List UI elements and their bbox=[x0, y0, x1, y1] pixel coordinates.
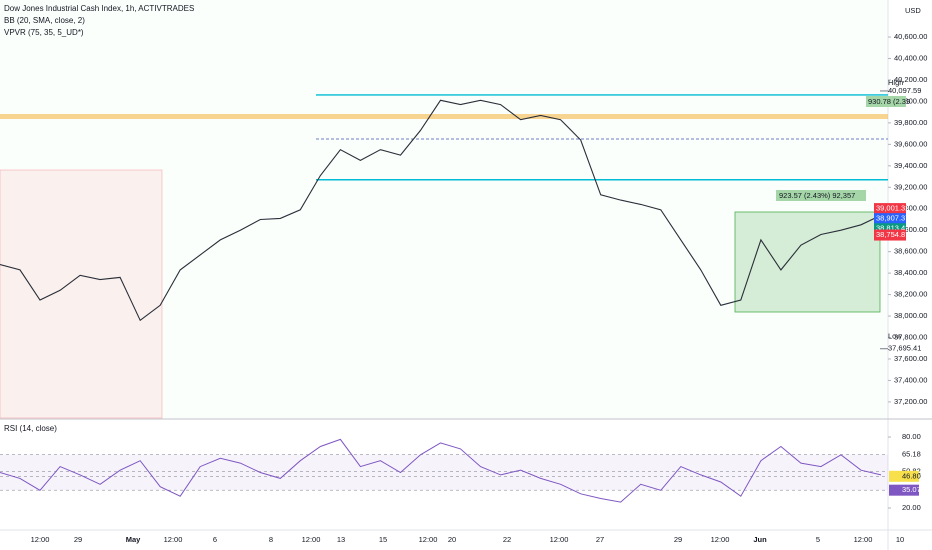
y-tick-label: 37,600.00 bbox=[894, 354, 927, 363]
x-tick-label: 12:00 bbox=[419, 535, 438, 544]
x-tick-label: 12:00 bbox=[711, 535, 730, 544]
x-tick-label: 12:00 bbox=[31, 535, 50, 544]
x-tick-label: 10 bbox=[896, 535, 904, 544]
y-tick-label: 40,600.00 bbox=[894, 32, 927, 41]
x-tick-label: 8 bbox=[269, 535, 273, 544]
high-label: High bbox=[888, 78, 903, 87]
x-tick-label: 12:00 bbox=[164, 535, 183, 544]
rsi-tick-label: 20.00 bbox=[902, 503, 921, 512]
price-tag-label: 38,754.87 bbox=[876, 230, 909, 239]
x-tick-label: 12:00 bbox=[854, 535, 873, 544]
measure-label: 923.57 (2.43%) 92,357 bbox=[779, 191, 855, 200]
y-tick-label: 37,200.00 bbox=[894, 397, 927, 406]
rsi-tick-label: 80.00 bbox=[902, 432, 921, 441]
rsi-title: RSI (14, close) bbox=[4, 424, 57, 433]
x-tick-label: 22 bbox=[503, 535, 511, 544]
y-tick-label: 37,400.00 bbox=[894, 375, 927, 384]
price-tag-label: 39,001.32 bbox=[876, 204, 909, 213]
rsi-tag-label: 46.80 bbox=[902, 471, 921, 480]
currency: USD bbox=[905, 6, 921, 15]
price-tag bbox=[874, 223, 906, 235]
y-tick-label: 39,400.00 bbox=[894, 161, 927, 170]
measure-label: 930.78 (2.39 bbox=[868, 97, 910, 106]
measure-bg bbox=[866, 96, 906, 107]
x-tick-label: 12:00 bbox=[302, 535, 321, 544]
x-tick-label: 12:00 bbox=[550, 535, 569, 544]
price-tag bbox=[874, 229, 906, 241]
y-tick-label: 40,200.00 bbox=[894, 75, 927, 84]
x-tick-label: 29 bbox=[74, 535, 82, 544]
price-tag-label: 38,907.37 bbox=[876, 214, 909, 223]
rsi-tag bbox=[889, 470, 919, 482]
price-tag-label: 38,813.42 bbox=[876, 224, 909, 233]
x-tick-label: 20 bbox=[448, 535, 456, 544]
y-tick-label: 39,600.00 bbox=[894, 139, 927, 148]
rsi-tag bbox=[889, 484, 919, 496]
y-tick-label: 39,200.00 bbox=[894, 182, 927, 191]
y-tick-label: 40,000.00 bbox=[894, 96, 927, 105]
x-tick-label: 13 bbox=[337, 535, 345, 544]
x-tick-label: 6 bbox=[213, 535, 217, 544]
measure-box bbox=[734, 211, 881, 313]
high-label-value: 40,097.59 bbox=[888, 86, 921, 95]
low-label-value: 37,695.41 bbox=[888, 344, 921, 353]
x-tick-label: 5 bbox=[816, 535, 820, 544]
price-line bbox=[0, 99, 882, 322]
y-tick-label: 38,000.00 bbox=[894, 311, 927, 320]
y-tick-label: 38,200.00 bbox=[894, 290, 927, 299]
chart-title: Dow Jones Industrial Cash Index, 1h, ACT… bbox=[4, 4, 194, 13]
rsi-line bbox=[0, 438, 882, 503]
indicator-label: BB (20, SMA, close, 2) bbox=[4, 16, 85, 25]
x-tick-label: 27 bbox=[596, 535, 604, 544]
vpvr-range bbox=[0, 169, 163, 419]
y-tick-label: 39,800.00 bbox=[894, 118, 927, 127]
x-tick-label: Jun bbox=[753, 535, 767, 544]
y-tick-label: 38,400.00 bbox=[894, 268, 927, 277]
rsi-tag-label: 65.18 bbox=[902, 450, 921, 459]
y-tick-label: 38,600.00 bbox=[894, 247, 927, 256]
main-pane bbox=[0, 0, 888, 418]
x-tick-label: 29 bbox=[674, 535, 682, 544]
low-label: Low bbox=[888, 332, 902, 341]
y-tick-label: 39,000.00 bbox=[894, 204, 927, 213]
y-tick-label: 38,800.00 bbox=[894, 225, 927, 234]
price-tag bbox=[874, 203, 906, 215]
x-tick-label: May bbox=[126, 535, 141, 544]
y-tick-label: 40,400.00 bbox=[894, 53, 927, 62]
measure-bg bbox=[776, 190, 866, 201]
rsi-tag-label: 35.07 bbox=[902, 485, 921, 494]
indicator-label: VPVR (75, 35, 5_UD*) bbox=[4, 28, 84, 37]
rsi-band bbox=[0, 454, 888, 491]
price-tag bbox=[874, 213, 906, 225]
y-tick-label: 37,800.00 bbox=[894, 332, 927, 341]
x-tick-label: 15 bbox=[379, 535, 387, 544]
